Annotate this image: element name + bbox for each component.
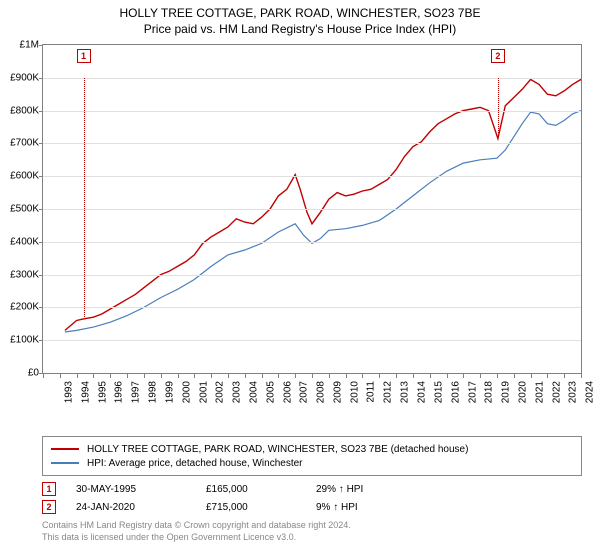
chart-area: £0£100K£200K£300K£400K£500K£600K£700K£80… (42, 44, 582, 400)
legend-row: HOLLY TREE COTTAGE, PARK ROAD, WINCHESTE… (51, 442, 573, 456)
y-axis-label: £200K (1, 302, 39, 313)
sale-date: 30-MAY-1995 (76, 484, 206, 495)
x-axis-label: 2014 (416, 381, 427, 403)
x-axis-label: 2017 (467, 381, 478, 403)
chart-container: HOLLY TREE COTTAGE, PARK ROAD, WINCHESTE… (0, 0, 600, 560)
chart-marker-2: 2 (491, 49, 505, 63)
footnote-line1: Contains HM Land Registry data © Crown c… (42, 520, 351, 530)
x-axis-label: 2021 (534, 381, 545, 403)
x-axis-label: 2004 (248, 381, 259, 403)
legend-row: HPI: Average price, detached house, Winc… (51, 456, 573, 470)
x-axis-label: 2001 (198, 381, 209, 403)
y-axis-label: £600K (1, 171, 39, 182)
sale-hpi: 9% ↑ HPI (316, 502, 416, 513)
x-axis-label: 1993 (63, 381, 74, 403)
x-axis-label: 2000 (181, 381, 192, 403)
x-axis-label: 2015 (433, 381, 444, 403)
x-axis-label: 1994 (80, 381, 91, 403)
x-axis-label: 1996 (114, 381, 125, 403)
x-axis-label: 1995 (97, 381, 108, 403)
y-axis-label: £100K (1, 335, 39, 346)
x-axis-label: 2024 (584, 381, 595, 403)
legend-label-hpi: HPI: Average price, detached house, Winc… (87, 458, 303, 469)
sale-price: £715,000 (206, 502, 316, 513)
x-axis-label: 2020 (517, 381, 528, 403)
sale-row: 1 30-MAY-1995 £165,000 29% ↑ HPI (42, 480, 582, 498)
x-axis-label: 1999 (164, 381, 175, 403)
series-property (65, 79, 581, 330)
y-axis-label: £900K (1, 72, 39, 83)
chart-title: HOLLY TREE COTTAGE, PARK ROAD, WINCHESTE… (0, 6, 600, 20)
title-block: HOLLY TREE COTTAGE, PARK ROAD, WINCHESTE… (0, 0, 600, 36)
sale-marker-2: 2 (42, 500, 56, 514)
footnote-line2: This data is licensed under the Open Gov… (42, 532, 296, 542)
sale-price: £165,000 (206, 484, 316, 495)
x-axis-label: 2013 (400, 381, 411, 403)
x-axis-label: 2012 (383, 381, 394, 403)
sale-hpi: 29% ↑ HPI (316, 484, 416, 495)
x-axis-label: 2022 (551, 381, 562, 403)
legend-swatch-property (51, 448, 79, 450)
x-axis-label: 2003 (231, 381, 242, 403)
chart-subtitle: Price paid vs. HM Land Registry's House … (0, 22, 600, 36)
footnote: Contains HM Land Registry data © Crown c… (42, 520, 582, 543)
sales-table: 1 30-MAY-1995 £165,000 29% ↑ HPI 2 24-JA… (42, 480, 582, 516)
x-axis-label: 1997 (131, 381, 142, 403)
x-axis-label: 2006 (282, 381, 293, 403)
x-axis-label: 2002 (215, 381, 226, 403)
y-axis-label: £300K (1, 269, 39, 280)
x-axis-label: 2019 (500, 381, 511, 403)
legend-label-property: HOLLY TREE COTTAGE, PARK ROAD, WINCHESTE… (87, 444, 468, 455)
x-axis-label: 2007 (299, 381, 310, 403)
sale-marker-1: 1 (42, 482, 56, 496)
chart-marker-1: 1 (77, 49, 91, 63)
x-axis-label: 2005 (265, 381, 276, 403)
sale-date: 24-JAN-2020 (76, 502, 206, 513)
plot-area: £0£100K£200K£300K£400K£500K£600K£700K£80… (42, 44, 582, 374)
y-axis-label: £0 (1, 368, 39, 379)
x-axis-label: 2018 (484, 381, 495, 403)
x-axis-label: 2023 (568, 381, 579, 403)
x-axis-label: 2010 (349, 381, 360, 403)
legend-swatch-hpi (51, 462, 79, 464)
y-axis-label: £1M (1, 40, 39, 51)
x-axis-label: 2016 (450, 381, 461, 403)
y-axis-label: £500K (1, 204, 39, 215)
x-axis-label: 1998 (147, 381, 158, 403)
y-axis-label: £800K (1, 105, 39, 116)
sale-row: 2 24-JAN-2020 £715,000 9% ↑ HPI (42, 498, 582, 516)
x-axis-label: 2011 (365, 381, 376, 403)
y-axis-label: £400K (1, 236, 39, 247)
x-axis-label: 2008 (315, 381, 326, 403)
legend-box: HOLLY TREE COTTAGE, PARK ROAD, WINCHESTE… (42, 436, 582, 476)
y-axis-label: £700K (1, 138, 39, 149)
x-axis-label: 2009 (332, 381, 343, 403)
